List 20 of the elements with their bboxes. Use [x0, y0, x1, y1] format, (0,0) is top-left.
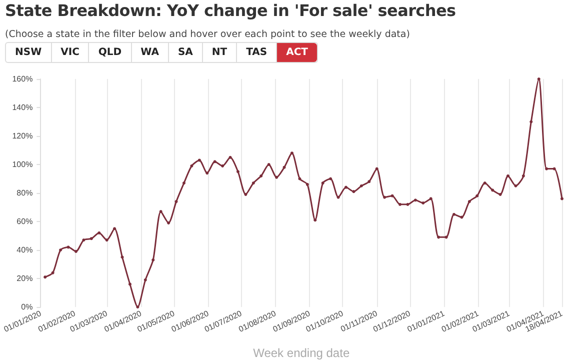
y-tick-label: 120%: [12, 132, 33, 140]
x-axis-title: Week ending date: [253, 346, 350, 360]
y-tick-label: 60%: [16, 217, 33, 226]
text: VIC: [52, 43, 90, 62]
text: SA: [168, 43, 203, 62]
text: WA: [132, 43, 169, 62]
y-tick-label: 0%: [21, 302, 33, 312]
y-tick-label: 80%: [16, 188, 33, 198]
text: QLD: [89, 43, 132, 62]
y-tick-label: 40%: [16, 246, 33, 254]
text: TAS: [237, 43, 278, 62]
y-tick-label: 160%: [12, 74, 33, 84]
chart-title: State Breakdown: YoY change in 'For sale' searches: [5, 1, 456, 20]
text: NT: [202, 43, 238, 62]
y-tick-label: 20%: [16, 274, 33, 283]
text: NSW: [6, 43, 52, 62]
chart-subtitle: (Choose a state in the filter below and hover over each point to see the weekly data): [5, 29, 410, 40]
text: ACT: [277, 43, 317, 62]
y-tick-label: 100%: [12, 160, 33, 169]
y-tick-label: 140%: [12, 103, 33, 112]
